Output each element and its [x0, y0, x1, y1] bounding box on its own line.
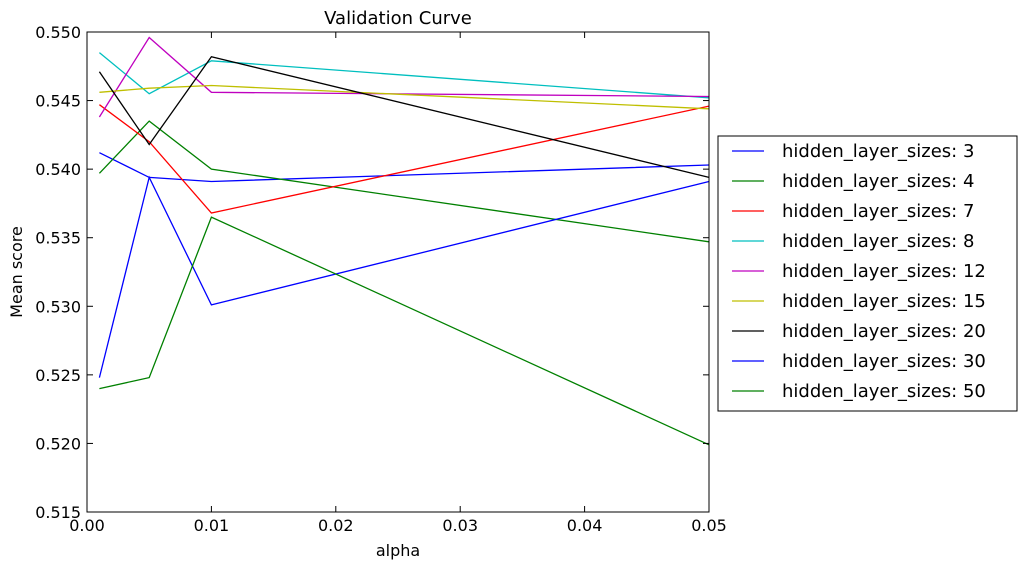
x-tick-label: 0.02	[318, 516, 354, 535]
y-tick-label: 0.540	[35, 160, 81, 179]
legend-label: hidden_layer_sizes: 30	[782, 351, 986, 372]
series-line-7	[98, 175, 710, 378]
series-line-6	[98, 55, 710, 179]
legend-box	[717, 135, 1018, 412]
x-tick-label: 0.05	[691, 516, 727, 535]
y-tick-label: 0.530	[35, 297, 81, 316]
legend-label: hidden_layer_sizes: 7	[782, 201, 974, 222]
legend-entries: hidden_layer_sizes: 3 hidden_layer_sizes:…	[732, 141, 986, 402]
series-line-0	[99, 152, 710, 183]
series-line-1	[98, 120, 710, 243]
x-tick-label: 0.03	[442, 516, 478, 535]
y-tick-label: 0.550	[35, 23, 81, 42]
plot-frame	[86, 31, 710, 513]
legend-label: hidden_layer_sizes: 4	[782, 171, 974, 192]
y-tick-label: 0.525	[35, 366, 81, 385]
legend-label: hidden_layer_sizes: 15	[782, 291, 986, 312]
y-tick-label: 0.545	[35, 92, 81, 111]
legend-label: hidden_layer_sizes: 50	[782, 381, 986, 402]
x-axis-label: alpha	[376, 541, 420, 560]
legend-label: hidden_layer_sizes: 3	[782, 141, 974, 162]
x-tick-label: 0.00	[69, 516, 105, 535]
legend-label: hidden_layer_sizes: 20	[782, 321, 986, 342]
series-line-2	[99, 104, 710, 214]
chart-title: Validation Curve	[324, 8, 472, 29]
series-line-8	[99, 216, 710, 446]
series-line-4	[98, 36, 710, 118]
series-line-3	[98, 52, 710, 99]
y-tick-label: 0.520	[35, 434, 81, 453]
y-axis-ticks: 0.515 0.520 0.525 0.530 0.535 0.540 0.545 0.550	[35, 23, 709, 522]
plot-lines	[98, 36, 710, 446]
y-tick-label: 0.535	[35, 229, 81, 248]
y-tick-label: 0.515	[35, 503, 81, 522]
legend: hidden_layer_sizes: 3 hidden_layer_sizes:…	[717, 135, 1018, 412]
x-tick-label: 0.01	[194, 516, 230, 535]
legend-label: hidden_layer_sizes: 8	[782, 231, 974, 252]
legend-label: hidden_layer_sizes: 12	[782, 261, 986, 282]
x-tick-label: 0.04	[567, 516, 603, 535]
y-axis-label: Mean score	[7, 226, 26, 318]
series-line-5	[99, 84, 710, 110]
x-axis-ticks: 0.00 0.01 0.02 0.03 0.04 0.05	[69, 32, 727, 535]
